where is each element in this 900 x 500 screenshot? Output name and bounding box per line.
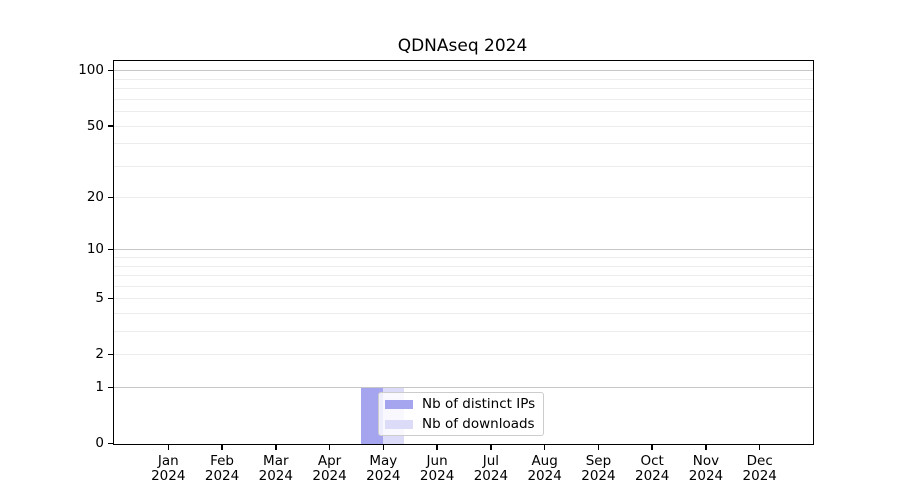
x-axis-tick-mark bbox=[167, 444, 170, 450]
x-axis-tick-mark bbox=[436, 444, 438, 450]
gridline bbox=[114, 257, 813, 259]
x-axis-tick-label: Jul 2024 bbox=[473, 452, 509, 484]
y-axis-tick-mark bbox=[108, 386, 113, 389]
x-axis-tick-label: Jan 2024 bbox=[151, 452, 186, 484]
gridline bbox=[114, 331, 813, 333]
legend-label-downloads: Nb of downloads bbox=[422, 416, 535, 432]
x-axis-tick-label: Aug 2024 bbox=[527, 452, 562, 484]
y-axis-tick-label: 0 bbox=[95, 435, 104, 451]
x-axis-tick-label: May 2024 bbox=[366, 452, 401, 484]
x-axis-tick-mark bbox=[597, 444, 600, 450]
x-axis-tick-mark bbox=[490, 444, 492, 450]
y-axis-tick-mark bbox=[108, 442, 113, 444]
gridline bbox=[114, 313, 813, 315]
y-axis-tick-label: 10 bbox=[86, 241, 104, 258]
y-axis-tick-label: 100 bbox=[78, 62, 104, 79]
legend: Nb of distinct IPs Nb of downloads bbox=[378, 392, 544, 436]
x-axis-tick-mark bbox=[705, 444, 707, 450]
x-axis-tick-label: Dec 2024 bbox=[742, 452, 777, 484]
x-axis-tick-label: Sep 2024 bbox=[581, 452, 616, 484]
gridline bbox=[114, 88, 813, 90]
bar-distinct_ips-may-2024 bbox=[361, 388, 383, 444]
gridline bbox=[114, 143, 813, 145]
y-axis-tick-mark bbox=[108, 248, 113, 251]
gridline bbox=[114, 197, 813, 199]
y-axis-tick-mark bbox=[108, 297, 113, 300]
gridline bbox=[114, 285, 813, 287]
gridline bbox=[114, 249, 813, 251]
gridline bbox=[114, 125, 813, 127]
x-axis-tick-label: Mar 2024 bbox=[258, 452, 293, 484]
legend-item-distinct-ips: Nb of distinct IPs bbox=[385, 396, 537, 412]
legend-label-distinct-ips: Nb of distinct IPs bbox=[422, 396, 536, 412]
gridline bbox=[114, 387, 813, 389]
legend-swatch-downloads bbox=[385, 419, 413, 429]
gridline bbox=[114, 70, 813, 72]
legend-swatch-distinct-ips bbox=[385, 399, 413, 409]
gridline bbox=[114, 111, 813, 113]
y-axis-tick-mark bbox=[108, 196, 113, 199]
y-axis-tick-label: 5 bbox=[95, 290, 104, 307]
x-axis-tick-label: Nov 2024 bbox=[688, 452, 724, 484]
y-axis-tick-mark bbox=[108, 69, 113, 72]
x-axis-tick-label: Apr 2024 bbox=[312, 452, 347, 484]
gridline bbox=[114, 265, 813, 267]
y-axis-tick-label: 1 bbox=[95, 379, 104, 396]
y-axis-tick-label: 50 bbox=[86, 117, 104, 134]
y-axis-tick-mark bbox=[108, 125, 113, 127]
gridline bbox=[114, 98, 813, 100]
gridline bbox=[114, 354, 813, 356]
y-axis-tick-mark bbox=[108, 353, 113, 356]
plot-area bbox=[113, 60, 814, 445]
x-axis-tick-mark bbox=[382, 444, 385, 450]
x-axis-tick-mark bbox=[651, 444, 653, 450]
x-axis-tick-label: Oct 2024 bbox=[635, 452, 670, 484]
y-axis-tick-label: 2 bbox=[95, 346, 104, 363]
gridline bbox=[114, 165, 813, 167]
x-axis-tick-mark bbox=[543, 444, 546, 450]
gridline bbox=[114, 298, 813, 300]
x-axis-tick-mark bbox=[758, 444, 761, 450]
x-axis-tick-label: Jun 2024 bbox=[419, 452, 455, 484]
gridline bbox=[114, 275, 813, 277]
chart-title: QDNAseq 2024 bbox=[397, 36, 528, 56]
x-axis-tick-mark bbox=[328, 444, 331, 450]
legend-item-downloads: Nb of downloads bbox=[385, 416, 537, 432]
gridline bbox=[114, 78, 813, 80]
x-axis-tick-mark bbox=[275, 444, 277, 450]
y-axis-tick-label: 20 bbox=[86, 189, 104, 206]
x-axis-tick-label: Feb 2024 bbox=[204, 452, 240, 484]
x-axis-tick-mark bbox=[221, 444, 223, 450]
